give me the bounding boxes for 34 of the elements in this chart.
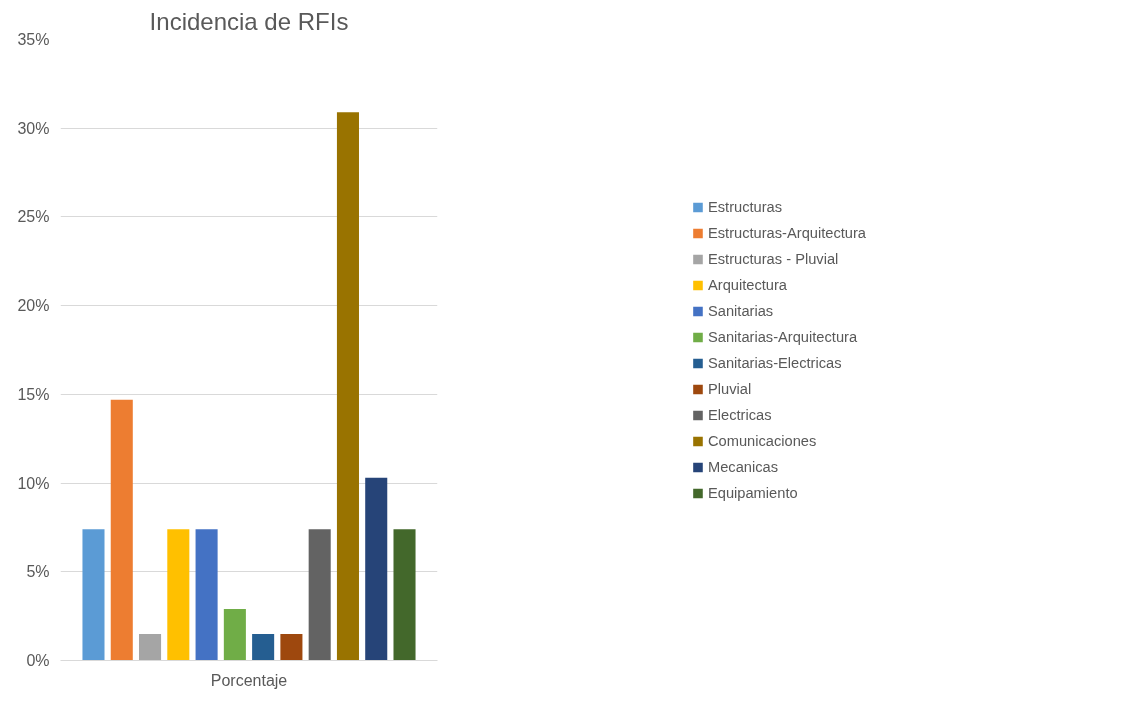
legend-label: Comunicaciones [707, 432, 817, 449]
y-tick-label: 15% [17, 385, 50, 403]
bar [223, 609, 246, 661]
legend-label: Equipamiento [707, 484, 798, 501]
chart-title: Incidencia de RFIs [149, 7, 349, 35]
bar [139, 633, 162, 661]
y-tick-label: 30% [17, 119, 50, 137]
legend-label: Arquitectura [707, 276, 788, 293]
bar [195, 529, 218, 661]
legend-label: Estructuras-Arquitectura [707, 224, 867, 241]
bar [393, 529, 416, 661]
bar [167, 529, 190, 661]
legend-label: Sanitarias-Electricas [707, 354, 842, 371]
legend-label: Estructuras [707, 198, 783, 215]
y-tick-label: 10% [17, 474, 50, 492]
legend-label: Sanitarias [707, 302, 774, 319]
legend-label: Sanitarias-Arquitectura [707, 328, 858, 345]
bar [336, 112, 359, 661]
y-tick-label: 25% [17, 208, 50, 226]
bar [82, 529, 105, 661]
y-tick-label: 5% [26, 563, 50, 581]
y-tick-label: 0% [26, 652, 50, 669]
legend-label: Mecanicas [707, 458, 779, 475]
legend-label: Pluvial [707, 380, 752, 397]
legend-label: Estructuras - Pluvial [707, 250, 839, 267]
bar [365, 477, 388, 661]
bar [110, 399, 133, 661]
bar [280, 633, 303, 661]
x-tick-label: Porcentaje [210, 671, 288, 689]
bar [308, 529, 331, 661]
legend-label: Electricas [707, 406, 772, 423]
bar [252, 633, 275, 661]
y-tick-label: 35% [17, 31, 50, 48]
y-tick-label: 20% [17, 297, 50, 315]
